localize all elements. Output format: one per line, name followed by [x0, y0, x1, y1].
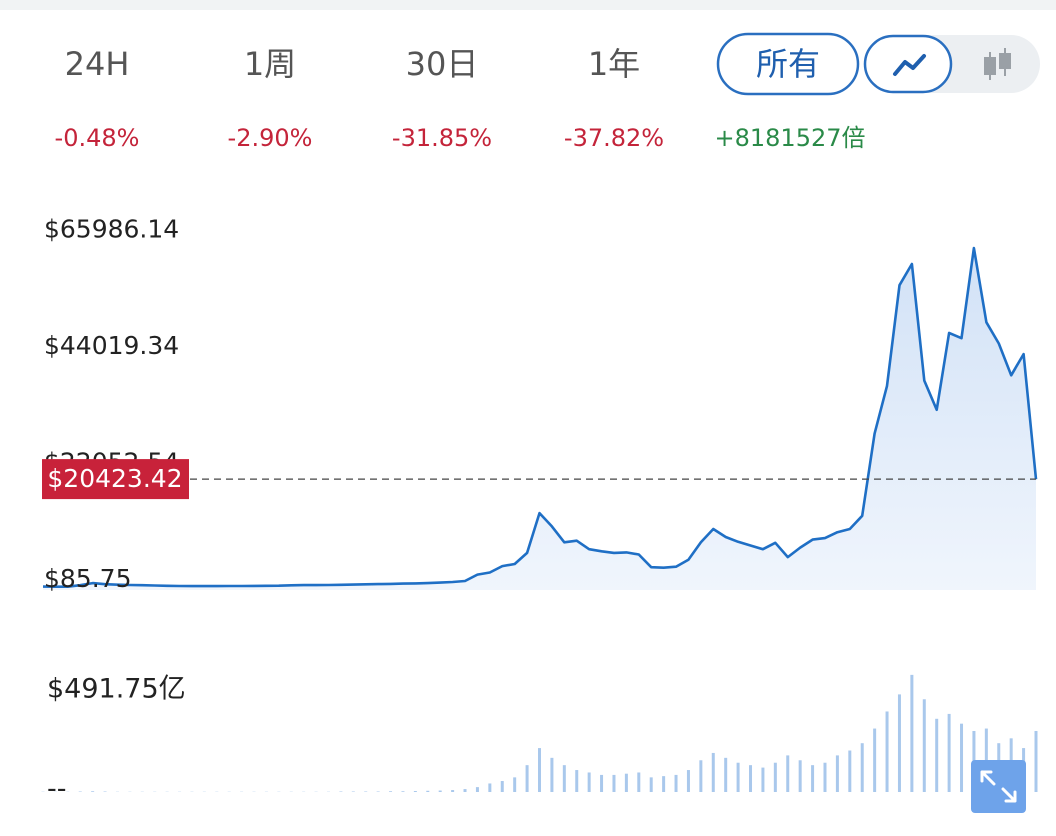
volume-bar — [860, 743, 864, 792]
volume-bar — [811, 765, 815, 792]
volume-bar — [798, 760, 802, 792]
volume-bar — [91, 791, 95, 792]
range-tab[interactable]: 1周 — [244, 45, 296, 83]
volume-bar — [835, 755, 839, 792]
volume-bar — [947, 713, 951, 792]
range-tab[interactable]: 30日 — [406, 45, 479, 83]
volume-bar — [513, 777, 517, 792]
volume-bar — [426, 790, 430, 792]
volume-bar — [773, 762, 777, 792]
tab-selected-pill[interactable] — [716, 32, 860, 96]
volume-bar — [550, 757, 554, 792]
y-tick-label: -- — [47, 774, 67, 805]
current-price-badge — [42, 459, 189, 500]
expand-button[interactable] — [971, 760, 1026, 813]
volume-bar — [1034, 730, 1038, 792]
range-tab[interactable]: 所有 — [756, 45, 820, 83]
range-change: -31.85% — [392, 124, 492, 152]
price-line — [42, 246, 1038, 588]
volume-bar — [935, 718, 939, 792]
price-area — [43, 248, 1036, 590]
volume-bar — [401, 791, 405, 792]
volume-bar — [525, 765, 529, 792]
volume-bar — [786, 755, 790, 792]
volume-bar — [488, 783, 492, 792]
y-tick-label: $44019.34 — [44, 331, 179, 360]
volume-bar — [686, 770, 690, 792]
volume-bar — [637, 772, 641, 792]
volume-bar — [761, 767, 765, 792]
range-change: +8181527倍 — [715, 124, 866, 152]
volume-bar — [711, 752, 715, 792]
volume-bar — [587, 772, 591, 792]
volume-bar — [674, 774, 678, 792]
y-tick-label: $491.75亿 — [47, 674, 186, 705]
volume-bar — [612, 774, 616, 792]
line-icon — [893, 54, 926, 76]
volume-bar — [538, 748, 541, 792]
current-price-label: $20423.42 — [47, 464, 182, 493]
volume-bar — [500, 781, 504, 792]
y-tick-label: $65986.14 — [44, 215, 179, 244]
range-change: -0.48% — [55, 124, 140, 152]
range-tab[interactable]: 24H — [65, 45, 130, 83]
y-tick-label: $85.75 — [44, 564, 131, 593]
volume-bar — [624, 773, 628, 792]
range-tab[interactable]: 1年 — [588, 45, 640, 83]
volume-bar — [873, 728, 877, 792]
candle-icon[interactable] — [984, 48, 1011, 80]
volume-bar — [463, 789, 467, 792]
volume-bar — [960, 723, 964, 792]
volume-bar — [451, 790, 455, 792]
top-bar — [0, 0, 1056, 10]
volume-bar — [724, 757, 728, 792]
volume-bar — [736, 762, 740, 792]
volume-bar — [699, 760, 703, 792]
volume-bar — [438, 790, 442, 792]
volume-bar — [848, 750, 852, 792]
volume-bar — [413, 791, 417, 792]
volume-bar — [389, 791, 393, 792]
volume-bar — [910, 674, 914, 792]
volume-bar — [649, 777, 653, 792]
volume-bar — [600, 774, 604, 792]
volume-bar — [823, 762, 827, 792]
volume-bar — [662, 776, 666, 792]
volume-bar — [897, 694, 901, 792]
volume-bar — [922, 699, 926, 792]
volume-bar — [575, 770, 579, 792]
volume-bar — [475, 787, 479, 792]
range-change: -37.82% — [564, 124, 664, 152]
volume-bar — [749, 765, 753, 792]
volume-bar — [885, 711, 889, 792]
range-change: -2.90% — [228, 124, 313, 152]
volume-bar — [562, 765, 566, 792]
